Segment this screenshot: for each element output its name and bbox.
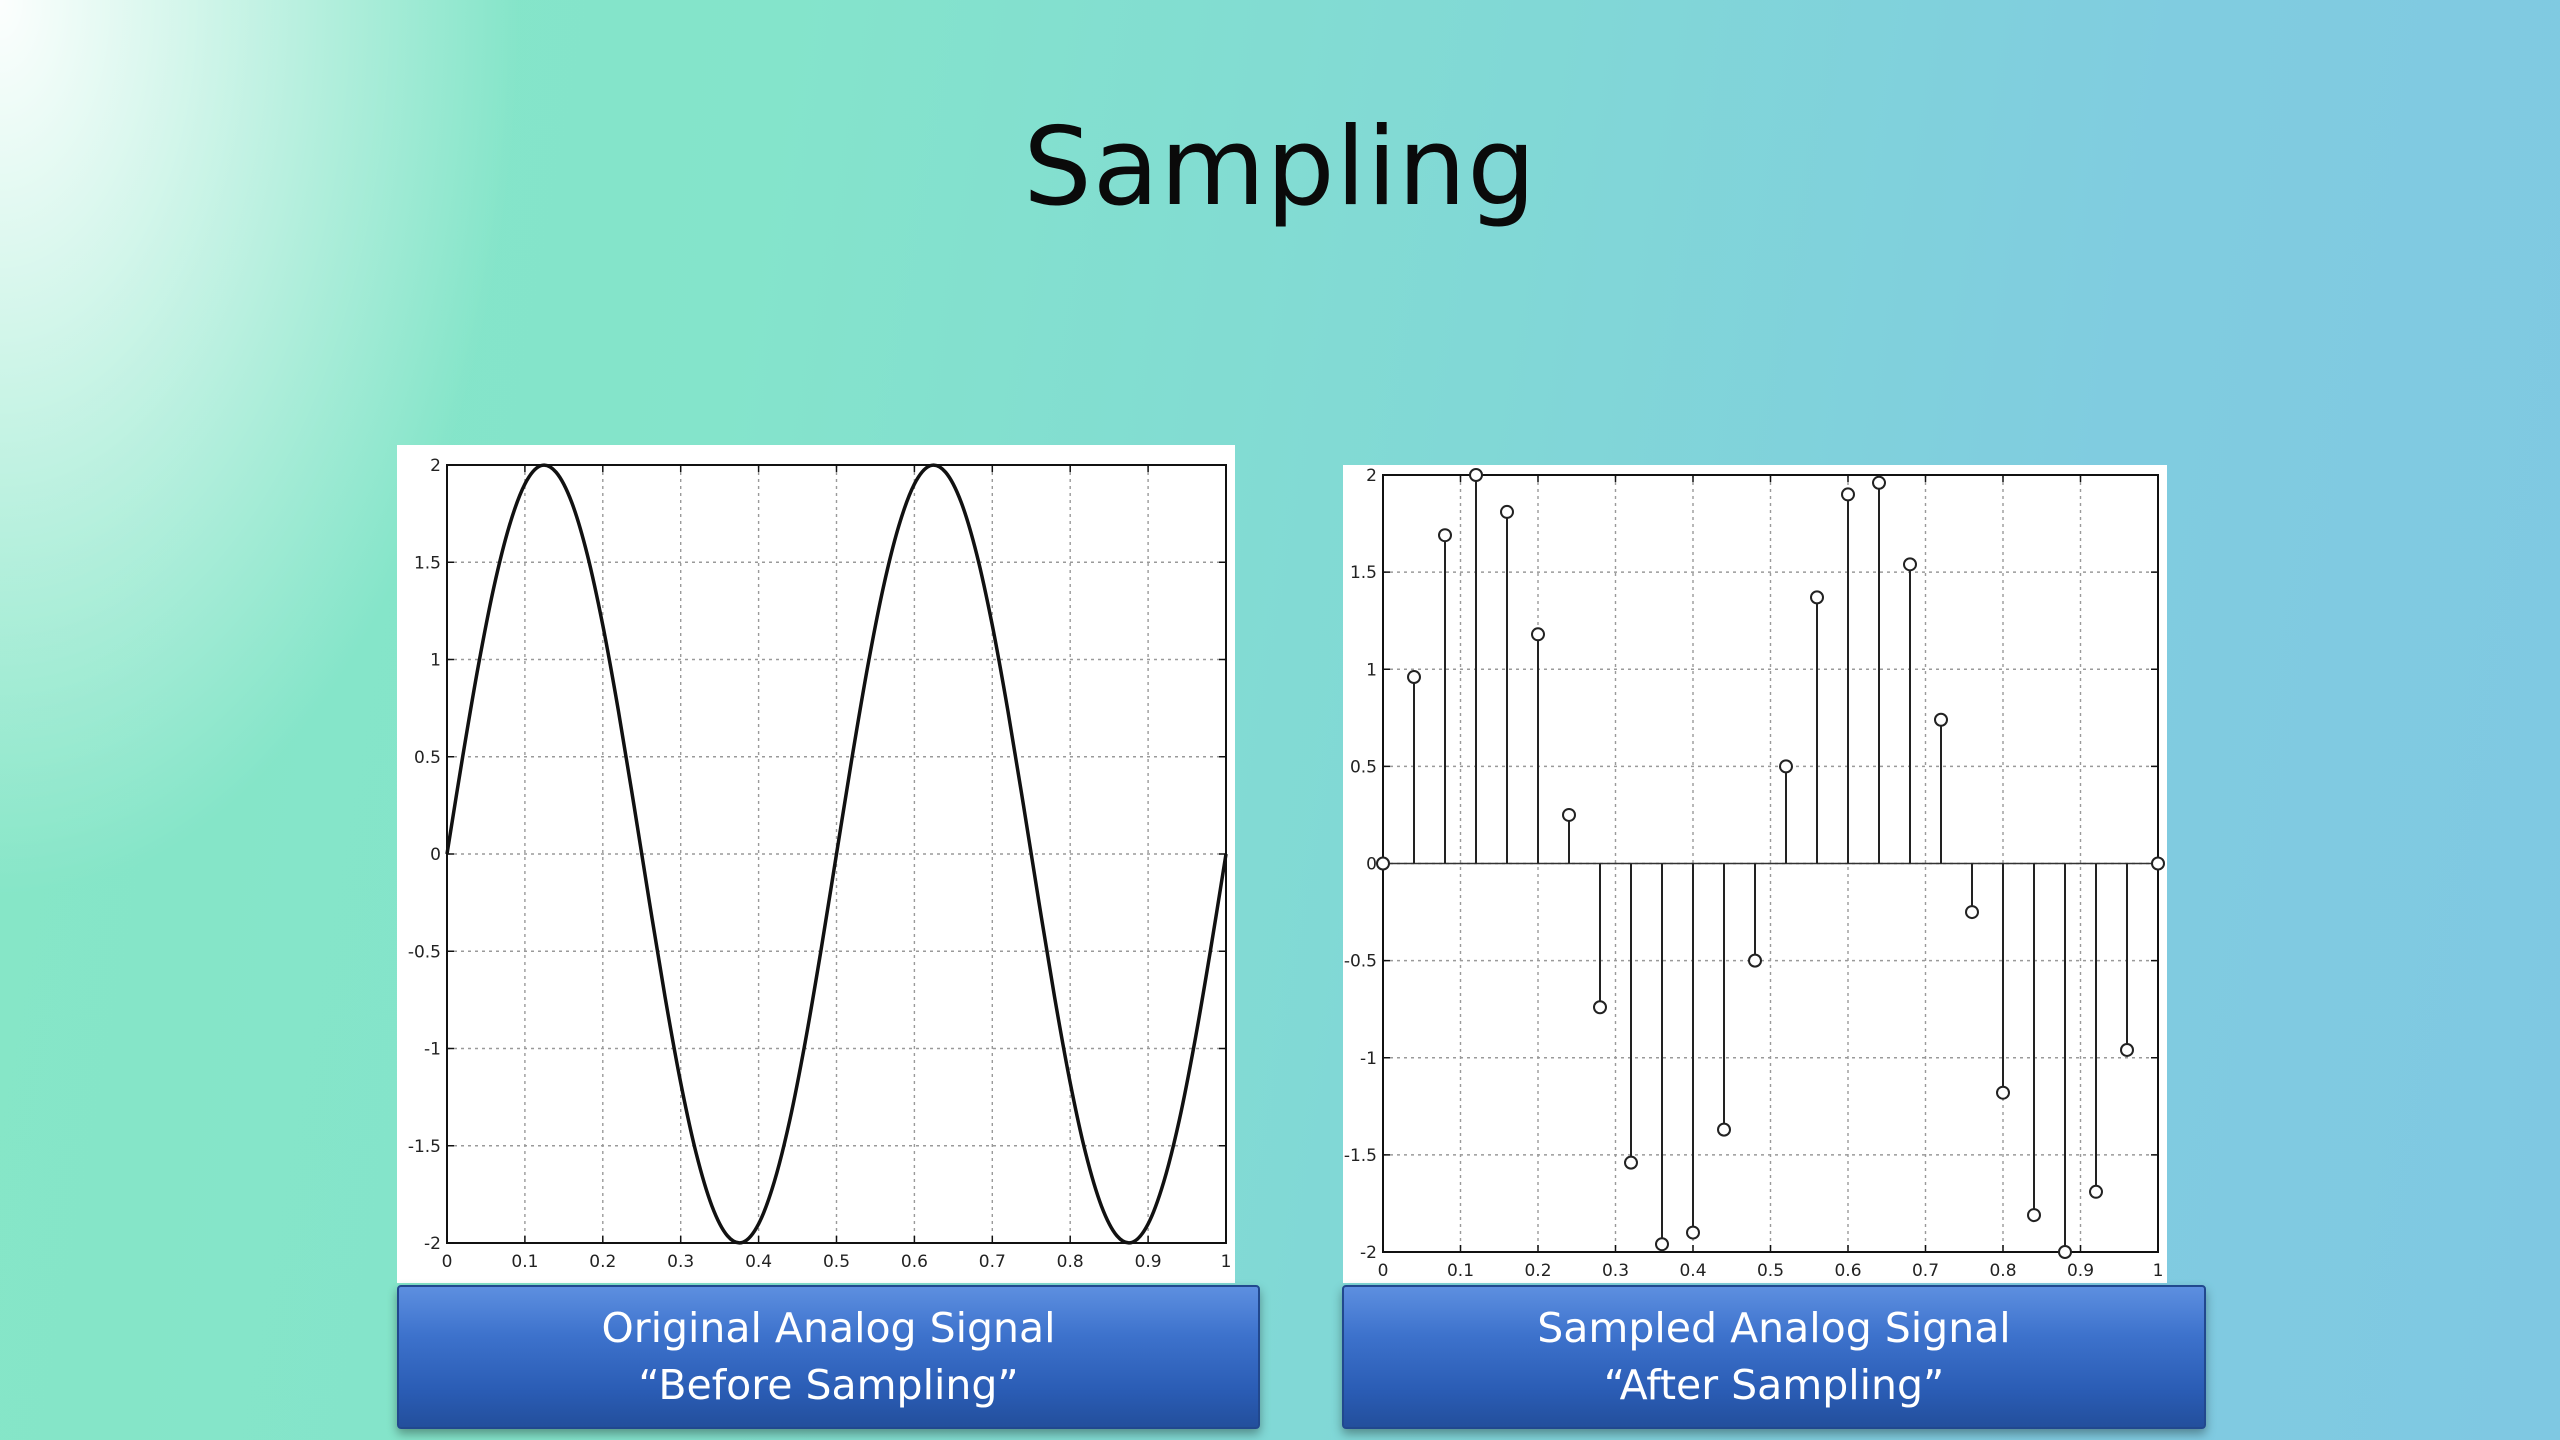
sample-marker	[2120, 1042, 2134, 1057]
sampled-caption-line2: “After Sampling”	[1603, 1361, 1945, 1409]
x-tick-label: 0.5	[1757, 1261, 1784, 1281]
sample-marker	[1686, 1225, 1700, 1240]
x-tick-label: 0.5	[823, 1252, 850, 1272]
x-tick-label: 0.9	[2067, 1261, 2094, 1281]
sample-marker	[1531, 627, 1545, 642]
y-tick-label: 1	[430, 651, 441, 671]
analog-caption-line2: “Before Sampling”	[638, 1361, 1019, 1409]
analog-caption-line1: Original Analog Signal	[601, 1304, 1056, 1352]
sample-marker	[1469, 468, 1483, 482]
sample-marker	[1376, 856, 1390, 871]
sample-marker	[1841, 487, 1855, 502]
sample-marker	[1500, 504, 1514, 519]
x-tick-label: 0.3	[1602, 1261, 1629, 1281]
sampled-signal-chart: 0 0.1 0.2 0.3 0.4 0.5 0.6 0.7 0.8 0.9 1 2 1.5 1 0.5 0 -0…	[1344, 466, 2165, 1281]
x-tick-label: 1	[2153, 1261, 2164, 1281]
x-tick-label: 0.7	[979, 1252, 1006, 1272]
analog-signal-chart-panel: 0 0.1 0.2 0.3 0.4 0.5 0.6 0.7 0.8 0.9 1 2 1.5 1 0.5 0 -0…	[397, 445, 1235, 1283]
sampled-caption-line1: Sampled Analog Signal	[1537, 1304, 2011, 1352]
sample-marker	[1593, 1000, 1607, 1015]
x-tick-label: 0.2	[1524, 1261, 1551, 1281]
sample-marker	[1748, 953, 1762, 968]
y-tick-label: 0	[430, 845, 441, 865]
sample-marker	[2058, 1245, 2072, 1259]
x-tick-label: 0.2	[589, 1252, 616, 1272]
x-tick-label: 0.7	[1912, 1261, 1939, 1281]
x-tick-label: 0	[1378, 1261, 1389, 1281]
y-tick-label: 0.5	[1350, 757, 1377, 777]
x-tick-label: 0.4	[1679, 1261, 1706, 1281]
y-tick-label: 2	[430, 456, 441, 476]
y-tick-label: 0.5	[414, 748, 441, 768]
sample-marker	[2089, 1184, 2103, 1199]
x-tick-label: 0.6	[1834, 1261, 1861, 1281]
x-tick-label: 0.4	[745, 1252, 772, 1272]
sample-marker	[1872, 475, 1886, 490]
sample-marker	[1779, 759, 1793, 774]
sample-marker	[1438, 528, 1452, 543]
x-tick-label: 0.8	[1989, 1261, 2016, 1281]
sampled-signal-chart-panel: 0 0.1 0.2 0.3 0.4 0.5 0.6 0.7 0.8 0.9 1 2 1.5 1 0.5 0 -0…	[1343, 465, 2167, 1283]
y-tick-label: 1.5	[1350, 563, 1377, 583]
sample-marker	[1562, 807, 1576, 822]
x-tick-label: 0.8	[1057, 1252, 1084, 1272]
slide-title: Sampling	[1023, 105, 1537, 230]
y-tick-label: -1	[424, 1040, 441, 1060]
x-tick-label: 0.9	[1135, 1252, 1162, 1272]
x-tick-label: 0.1	[511, 1252, 538, 1272]
sample-marker	[1624, 1155, 1638, 1170]
x-tick-label: 0.1	[1447, 1261, 1474, 1281]
sample-marker	[1407, 670, 1421, 685]
y-tick-label: -1	[1360, 1049, 1377, 1069]
sample-marker	[2027, 1208, 2041, 1223]
y-tick-label: 1	[1366, 660, 1377, 680]
y-tick-label: -2	[1360, 1243, 1377, 1263]
x-tick-label: 0.6	[901, 1252, 928, 1272]
y-tick-label: -0.5	[1344, 952, 1377, 972]
x-tick-label: 0	[442, 1252, 453, 1272]
y-tick-label: 2	[1366, 466, 1377, 486]
y-tick-label: -0.5	[408, 942, 441, 962]
analog-signal-chart: 0 0.1 0.2 0.3 0.4 0.5 0.6 0.7 0.8 0.9 1 2 1.5 1 0.5 0 -0…	[408, 456, 1232, 1272]
x-tick-label: 0.3	[667, 1252, 694, 1272]
sample-marker	[1810, 590, 1824, 605]
y-tick-label: 1.5	[414, 553, 441, 573]
sample-marker	[1655, 1237, 1669, 1252]
sample-marker	[1903, 557, 1917, 572]
analog-signal-caption: Original Analog Signal “Before Sampling”	[397, 1285, 1260, 1429]
sampled-signal-caption: Sampled Analog Signal “After Sampling”	[1342, 1285, 2206, 1429]
sample-marker	[2151, 856, 2165, 871]
y-tick-label: 0	[1366, 855, 1377, 875]
y-tick-label: -1.5	[408, 1137, 441, 1157]
sample-marker	[1717, 1122, 1731, 1137]
x-tick-label: 1	[1221, 1252, 1232, 1272]
sample-marker	[1965, 905, 1979, 920]
sample-marker	[1996, 1085, 2010, 1100]
analog-signal-line	[445, 463, 1228, 1245]
y-tick-label: -2	[424, 1234, 441, 1254]
sample-marker	[1934, 712, 1948, 727]
y-tick-label: -1.5	[1344, 1146, 1377, 1166]
